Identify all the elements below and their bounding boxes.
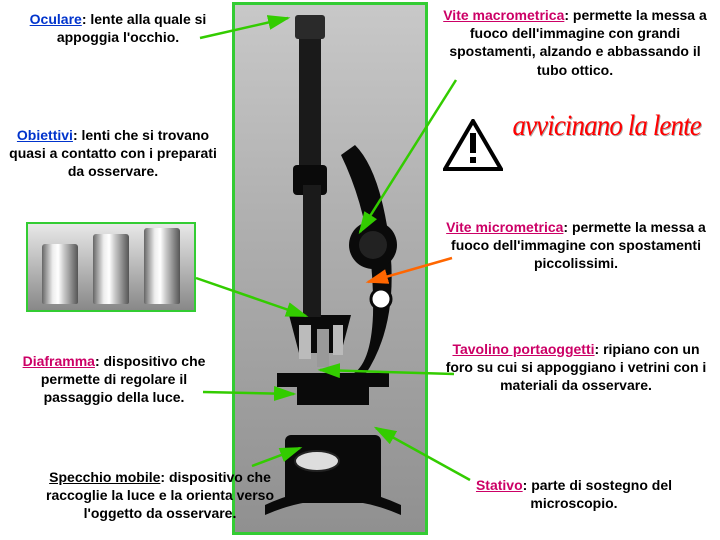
warning-text: avvicinano la lente	[512, 109, 700, 143]
label-specchio: Specchio mobile: dispositivo che raccogl…	[20, 468, 300, 523]
term-stativo: Stativo	[476, 477, 523, 493]
microscope-photo	[232, 2, 428, 535]
lens-3	[144, 228, 180, 304]
term-macrometrica: Vite macrometrica	[443, 7, 564, 23]
microscope-silhouette	[255, 15, 411, 525]
label-oculare: Oculare: lente alla quale si appoggia l'…	[28, 10, 208, 46]
term-tavolino: Tavolino portaoggetti	[452, 341, 594, 357]
term-micrometrica: Vite micrometrica	[446, 219, 563, 235]
term-diaframma: Diaframma	[23, 353, 95, 369]
term-obiettivi: Obiettivi	[17, 127, 73, 143]
term-specchio: Specchio mobile	[49, 469, 160, 485]
label-stativo: Stativo: parte di sostegno del microscop…	[444, 476, 704, 512]
term-oculare: Oculare	[30, 11, 82, 27]
rest-stativo: : parte di sostegno del microscopio.	[523, 477, 672, 511]
label-obiettivi: Obiettivi: lenti che si trovano quasi a …	[8, 126, 218, 181]
label-micrometrica: Vite micrometrica: permette la messa a f…	[440, 218, 712, 273]
warning-icon	[443, 119, 503, 171]
lens-1	[42, 244, 78, 304]
label-macrometrica: Vite macrometrica: permette la messa a f…	[440, 6, 710, 79]
label-diaframma: Diaframma: dispositivo che permette di r…	[14, 352, 214, 407]
label-tavolino: Tavolino portaoggetti: ripiano con un fo…	[440, 340, 712, 395]
objectives-thumbnail	[26, 222, 196, 312]
lens-2	[93, 234, 129, 304]
